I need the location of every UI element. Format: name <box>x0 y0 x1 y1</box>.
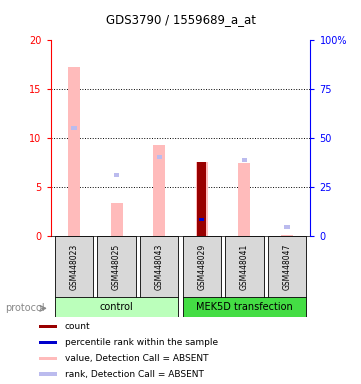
Bar <box>153 145 165 236</box>
Bar <box>140 236 178 298</box>
Bar <box>39 325 57 328</box>
Bar <box>39 357 57 360</box>
Text: GDS3790 / 1559689_a_at: GDS3790 / 1559689_a_at <box>105 13 256 26</box>
Bar <box>196 162 208 236</box>
Text: GSM448025: GSM448025 <box>112 244 121 290</box>
Text: GSM448029: GSM448029 <box>197 244 206 290</box>
Bar <box>39 372 57 376</box>
Text: control: control <box>100 302 134 312</box>
Bar <box>110 203 122 236</box>
Text: percentile rank within the sample: percentile rank within the sample <box>65 338 218 347</box>
Bar <box>199 218 204 222</box>
Bar <box>239 163 251 236</box>
Bar <box>197 162 206 236</box>
Bar <box>242 158 247 162</box>
Bar <box>157 155 162 159</box>
Bar <box>39 341 57 344</box>
Bar <box>284 225 290 229</box>
Bar <box>55 297 178 317</box>
Text: GSM448043: GSM448043 <box>155 244 164 290</box>
Bar <box>183 297 306 317</box>
Bar <box>281 235 293 236</box>
Bar <box>114 174 119 177</box>
Text: GSM448023: GSM448023 <box>69 244 78 290</box>
Text: rank, Detection Call = ABSENT: rank, Detection Call = ABSENT <box>65 370 204 379</box>
Text: protocol: protocol <box>5 303 45 313</box>
Bar <box>71 126 77 131</box>
Text: count: count <box>65 322 91 331</box>
Text: GSM448047: GSM448047 <box>283 244 292 290</box>
Bar <box>68 67 80 236</box>
Bar <box>225 236 264 298</box>
Bar <box>183 236 221 298</box>
Text: MEK5D transfection: MEK5D transfection <box>196 302 293 312</box>
Text: GSM448041: GSM448041 <box>240 244 249 290</box>
Bar <box>268 236 306 298</box>
Text: value, Detection Call = ABSENT: value, Detection Call = ABSENT <box>65 354 209 363</box>
Bar <box>97 236 136 298</box>
Bar <box>55 236 93 298</box>
